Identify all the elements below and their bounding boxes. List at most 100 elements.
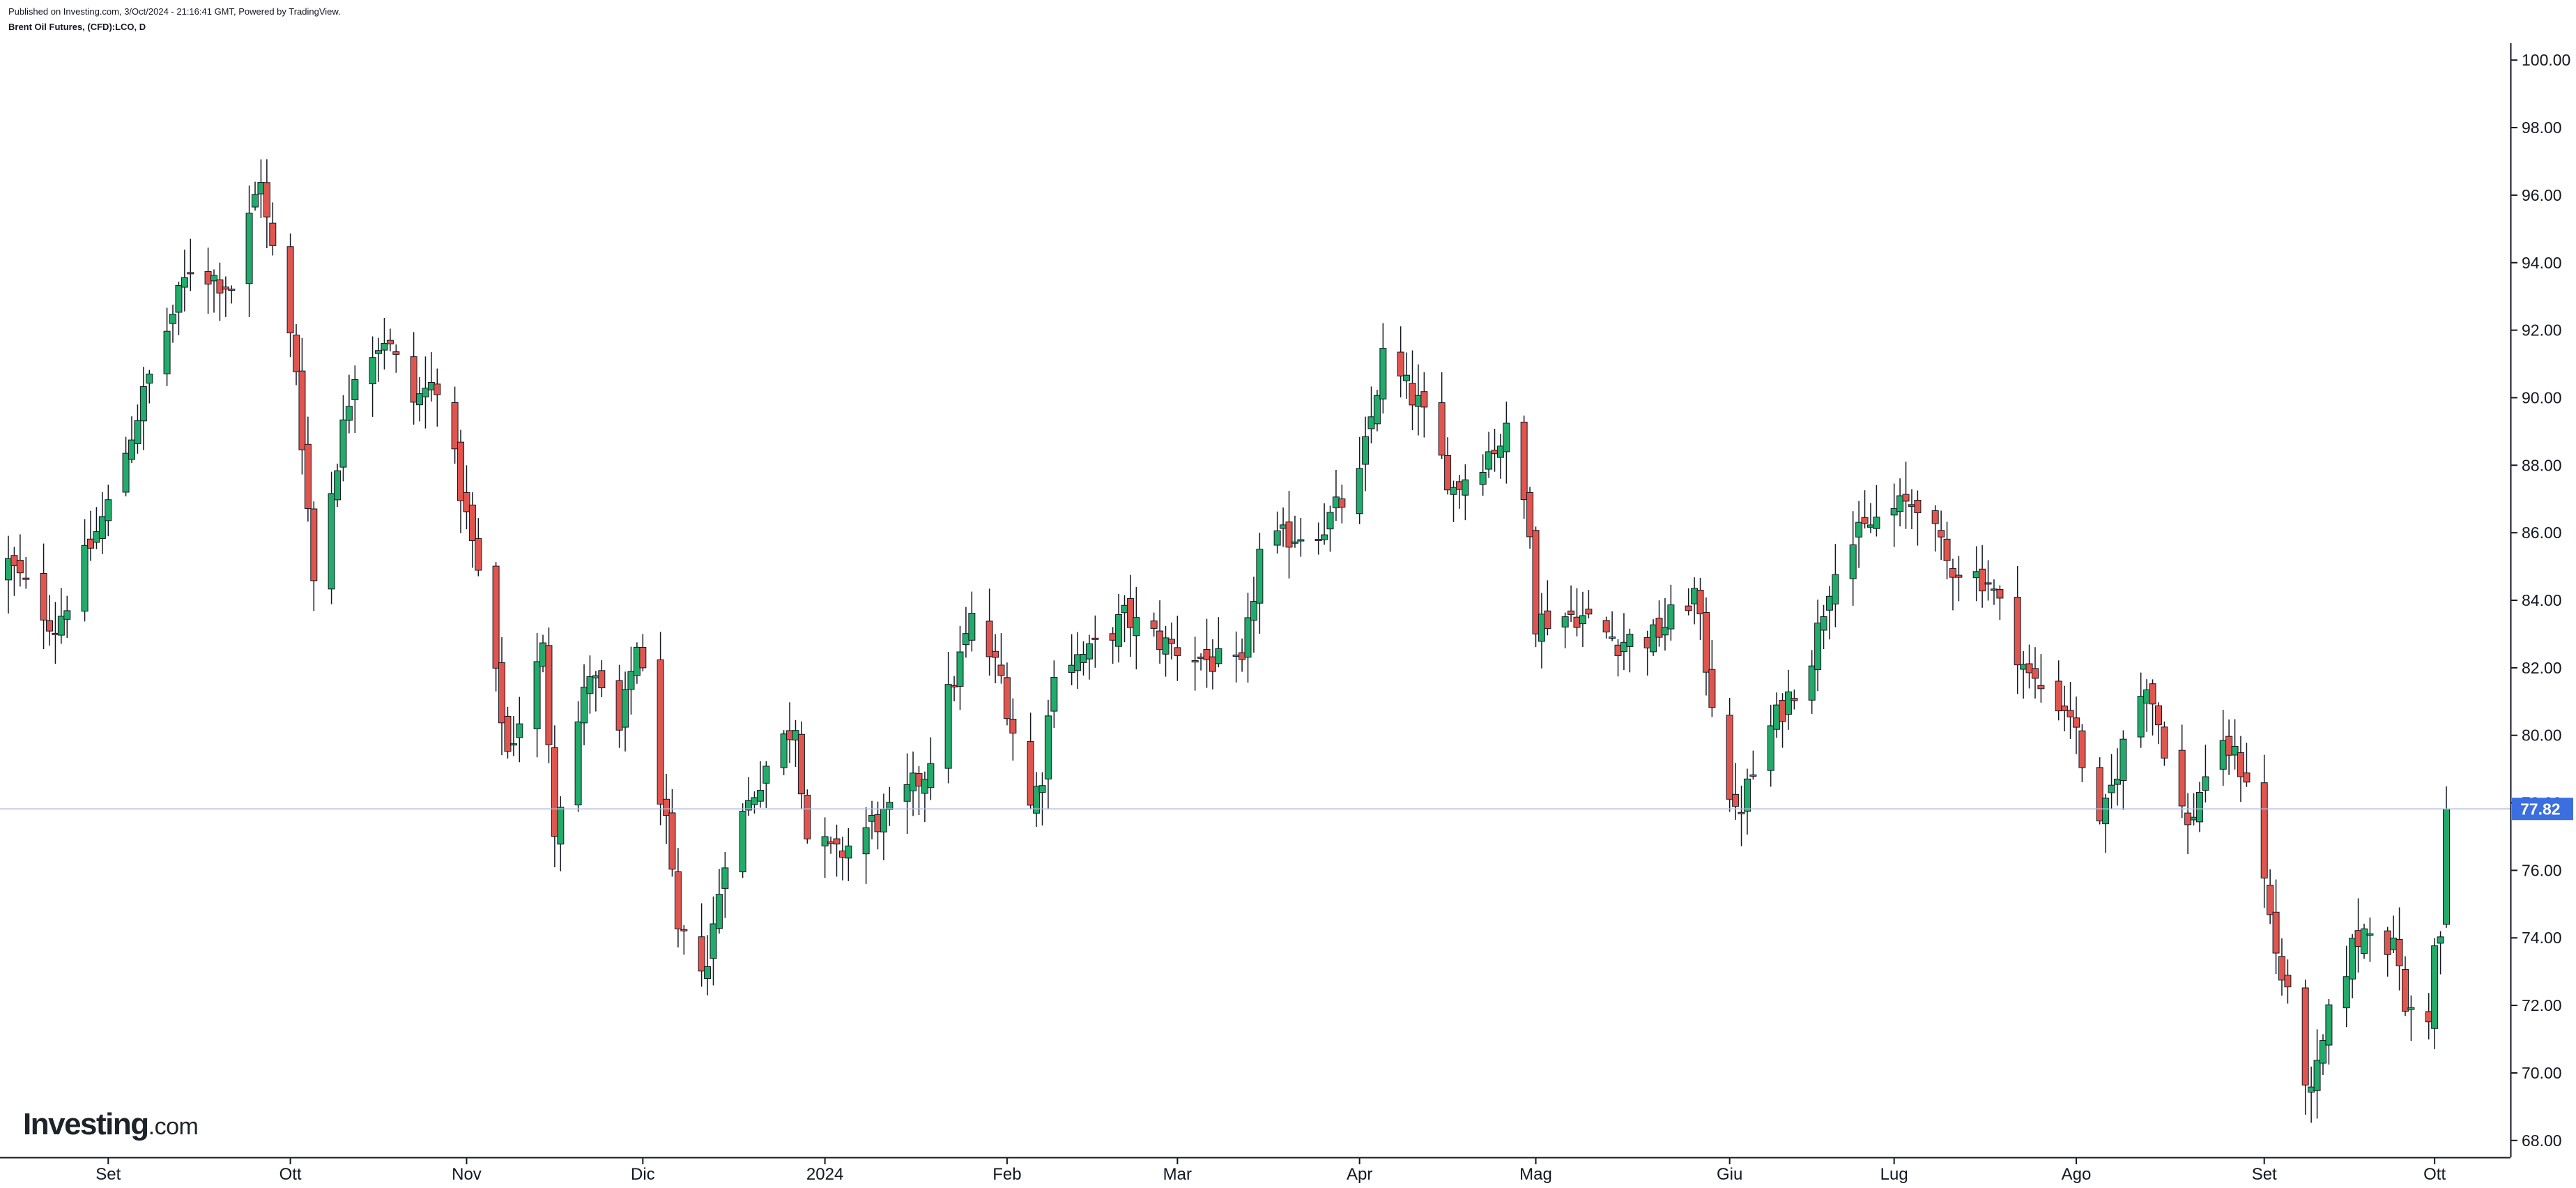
candle-body [668,812,676,870]
x-tick-label: Ago [2062,1165,2092,1184]
candle-body [2031,668,2039,679]
candle-body [880,809,887,832]
candle-body [345,406,353,421]
candle-body [1133,617,1140,637]
candle-body [463,492,470,512]
candle-body [1685,605,1692,611]
candle-body [886,802,894,810]
candle-body [997,664,1005,676]
candle-body [81,544,89,612]
candle-body [592,675,599,678]
candle-body [46,620,54,632]
candle-body [739,811,746,873]
candle-body [2278,956,2285,981]
candle-body [1767,725,1774,771]
candle-body [1996,589,2004,599]
candle-body [545,645,553,745]
candle-body [16,559,24,574]
candle-body [951,685,958,687]
candle-body [422,388,429,397]
candle-body [2267,885,2274,915]
candle-body [1532,530,1540,634]
candle-body [1620,641,1627,653]
candle-body [2190,816,2198,821]
candle-body [1338,498,1346,508]
candle-body [762,766,770,784]
candle-body [797,733,805,795]
candle-body [2225,736,2233,756]
candle-body [128,439,136,460]
candle-body [2020,664,2027,670]
candle-body [339,419,347,468]
candle-body [1538,614,1545,642]
candle-body [2284,975,2292,988]
candle-body [1109,633,1117,641]
candle-body [1174,647,1181,656]
candle-body [2407,1007,2415,1010]
candle-body [1356,468,1363,515]
y-axis[interactable]: 68.0070.0072.0074.0076.0078.0080.0082.00… [2510,51,2570,1150]
candles-layer [5,159,2450,1123]
candle-body [1397,351,1404,376]
candle-body [298,370,306,450]
candle-body [2119,738,2127,782]
candle-body [427,382,435,390]
candle-body [1908,504,1915,507]
x-tick-label: Apr [1347,1165,1372,1184]
candle-body [1191,660,1199,663]
candle-body [915,773,923,787]
candle-body [1232,654,1240,657]
y-tick-label: 96.00 [2522,186,2562,204]
candle-body [1738,812,1745,814]
candle-body [139,386,147,422]
candle-body [2395,939,2403,966]
candle-body [228,289,236,291]
candle-body [169,314,177,324]
candle-body [1573,616,1581,628]
candle-body [1450,487,1457,495]
candle-body [2437,936,2444,944]
candle-body [263,182,270,218]
y-tick-label: 88.00 [2522,456,2562,474]
candle-body [416,393,424,406]
candle-body [581,687,588,724]
candle-body [175,285,183,313]
candle-body [927,763,935,789]
candle-body [1579,615,1586,625]
candle-body [57,616,65,636]
candle-body [1896,495,1904,512]
candle-body [633,646,641,676]
candle-body [1244,617,1252,658]
candle-body [1455,481,1463,490]
candle-body [2154,705,2162,726]
candle-body [328,493,335,590]
y-tick-label: 98.00 [2522,119,2562,137]
candle-body [2025,663,2033,673]
logo-suffix-text: .com [148,1113,199,1140]
y-tick-label: 72.00 [2522,996,2562,1014]
candle-body [1162,637,1170,655]
y-tick-label: 86.00 [2522,524,2562,542]
candle-body [1914,499,1922,514]
candle-body [968,613,976,641]
candle-body [1167,639,1175,644]
candle-body [2231,745,2239,756]
candle-body [1938,530,1945,538]
candle-body [1861,517,1869,524]
candle-body [786,730,794,740]
candle-body [1126,598,1134,628]
candle-body [310,508,318,581]
candle-body [2055,680,2062,712]
candle-body [1462,479,1469,496]
candle-body [1044,715,1052,779]
candle-body [1984,582,1992,585]
x-tick-label: Lug [1880,1165,1908,1184]
candle-body [1115,614,1123,647]
candle-body [780,733,788,768]
x-axis[interactable]: Set Ott Nov Dic 2024 Feb Mar Apr Mag Giu Lug Ago Set… [95,1157,2446,1184]
candle-body [1855,521,1863,538]
candle-body [351,379,359,400]
candle-body [992,650,999,658]
candle-body [1403,374,1411,381]
